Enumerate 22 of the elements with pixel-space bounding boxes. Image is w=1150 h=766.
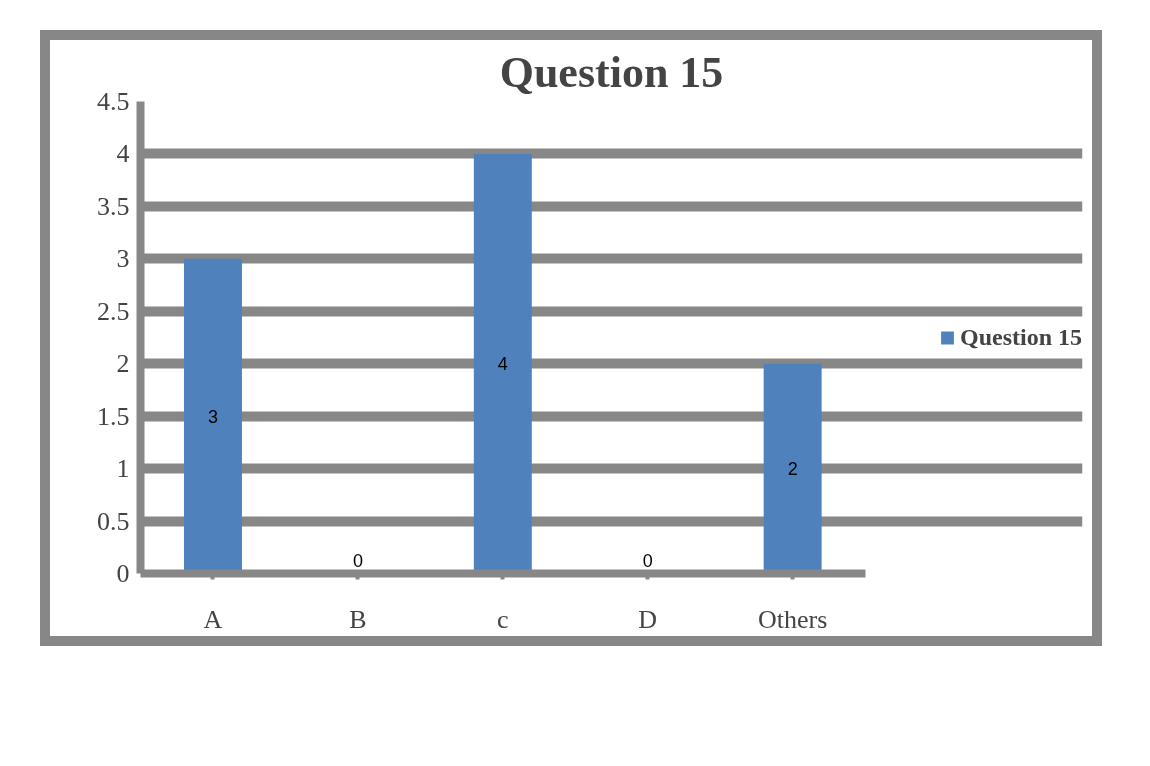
x-tick-label: Others <box>758 604 828 634</box>
data-label: 0 <box>352 551 363 572</box>
x-tick-label: c <box>497 604 509 634</box>
y-tick-label: 4.5 <box>97 87 130 116</box>
data-label: 4 <box>497 354 508 375</box>
y-tick-label: 3.5 <box>97 191 130 221</box>
x-tick-label: D <box>638 604 658 634</box>
legend-label: Question 15 <box>959 323 1082 351</box>
data-label: 2 <box>787 459 798 480</box>
y-tick-label: 3 <box>116 244 130 274</box>
y-tick-label: 0.5 <box>97 506 130 536</box>
y-tick-label: 2.5 <box>97 296 130 326</box>
chart-title: Question 15 <box>499 47 724 97</box>
data-label: 0 <box>642 551 653 572</box>
data-label: 3 <box>207 406 218 427</box>
y-tick-label: 4 <box>116 139 130 169</box>
y-tick-label: 1 <box>116 454 130 484</box>
y-tick-label: 2 <box>116 349 130 379</box>
x-tick-label: A <box>203 604 223 634</box>
y-tick-label: 1.5 <box>97 401 130 431</box>
x-tick-label: B <box>349 604 367 634</box>
y-tick-label: 0 <box>116 559 130 588</box>
